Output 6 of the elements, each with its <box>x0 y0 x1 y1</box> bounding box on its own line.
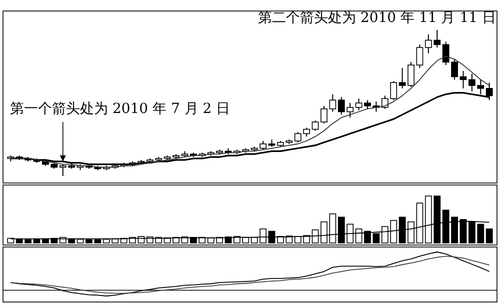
candlestick <box>416 44 424 68</box>
text: 第二个箭头处为 2010 年 11 月 11 日 <box>258 10 496 26</box>
annotation: 第一个箭头处为 2010 年 7 月 2 日 <box>10 101 230 117</box>
candlestick <box>460 70 467 89</box>
candlestick <box>312 120 319 132</box>
candlestick <box>355 98 362 111</box>
